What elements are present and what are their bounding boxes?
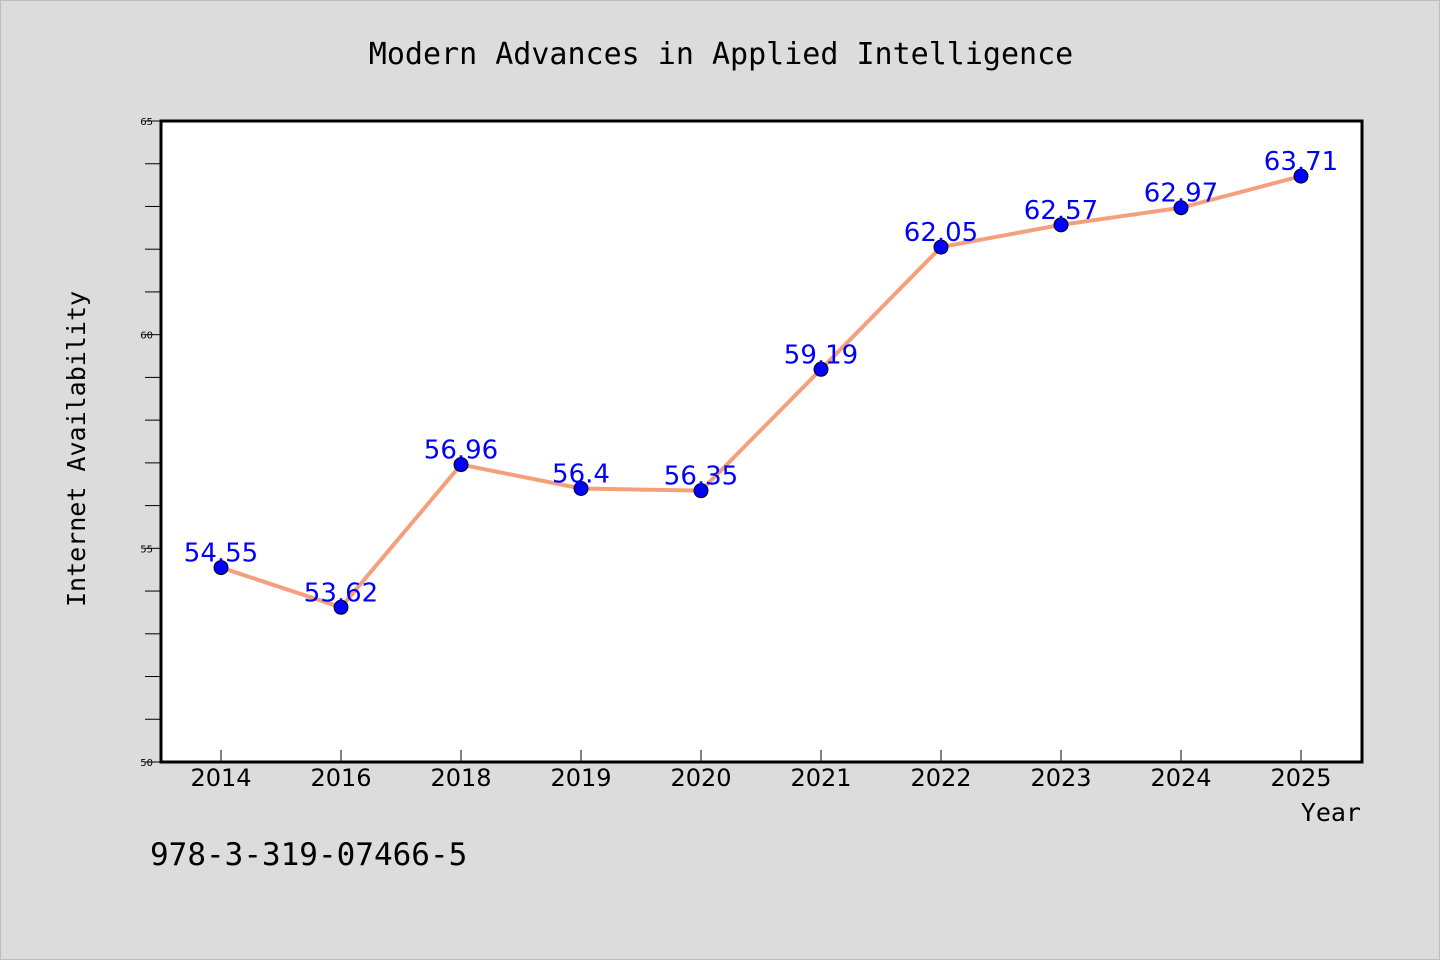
data-point bbox=[573, 481, 589, 497]
y-axis-label: Internet Availability bbox=[62, 291, 91, 607]
data-label: 56.35 bbox=[664, 462, 738, 492]
series-line bbox=[220, 174, 1302, 610]
y-tick-label: 50 bbox=[140, 758, 153, 769]
y-axis: 50 55 60 65 bbox=[140, 117, 161, 769]
data-label: 62.97 bbox=[1144, 179, 1218, 209]
data-label: 59.19 bbox=[784, 340, 858, 370]
data-label: 62.05 bbox=[904, 218, 978, 248]
data-point bbox=[813, 361, 829, 377]
x-tick-label: 2016 bbox=[310, 764, 371, 792]
isbn-annotation: 978-3-319-07466-5 bbox=[150, 837, 467, 873]
data-point bbox=[1173, 200, 1189, 216]
x-tick-label: 2018 bbox=[430, 764, 491, 792]
data-point bbox=[213, 560, 229, 576]
data-label: 63.71 bbox=[1264, 147, 1338, 177]
x-axis-label: Year bbox=[1301, 798, 1361, 827]
x-tick-label: 2022 bbox=[910, 764, 971, 792]
y-tick-label: 60 bbox=[140, 331, 153, 342]
plot-area bbox=[161, 121, 1362, 762]
x-tick-label: 2025 bbox=[1270, 764, 1331, 792]
data-point bbox=[933, 239, 949, 255]
data-point bbox=[1053, 217, 1069, 233]
data-label: 62.57 bbox=[1024, 196, 1098, 226]
data-point bbox=[1293, 168, 1309, 184]
plot-frame bbox=[159, 119, 1364, 764]
data-point bbox=[333, 599, 349, 615]
x-tick-label: 2019 bbox=[550, 764, 611, 792]
series-layer: 54.55 53.62 56.96 56.4 56.35 59.19 62.05 62.57 6… bbox=[184, 147, 1338, 615]
data-label: 56.96 bbox=[424, 436, 498, 466]
chart-title: Modern Advances in Applied Intelligence bbox=[369, 37, 1073, 72]
data-point bbox=[453, 457, 469, 473]
data-label: 54.55 bbox=[184, 539, 258, 569]
x-tick-label: 2021 bbox=[790, 764, 851, 792]
x-tick-label: 2020 bbox=[670, 764, 731, 792]
x-tick-label: 2023 bbox=[1030, 764, 1091, 792]
y-tick-label: 65 bbox=[140, 117, 153, 128]
y-tick-label: 55 bbox=[140, 544, 153, 555]
x-tick-label: 2014 bbox=[190, 764, 251, 792]
data-label: 56.4 bbox=[552, 460, 610, 490]
x-axis: 2014 2016 2018 2019 2020 2021 2022 2023 2024 2025 bbox=[190, 750, 1332, 792]
data-label: 53.62 bbox=[304, 578, 378, 608]
x-tick-label: 2024 bbox=[1150, 764, 1211, 792]
data-point bbox=[693, 483, 709, 499]
